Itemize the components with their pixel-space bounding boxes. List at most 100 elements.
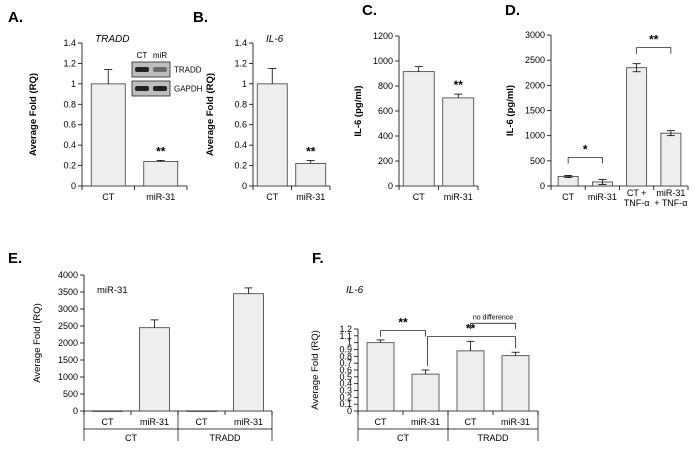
bar [442, 97, 475, 187]
bar [233, 293, 264, 412]
y-tick-label: 0.4 [63, 140, 76, 150]
comparison-bracket [567, 157, 603, 164]
y-tick-label: 1 [71, 79, 76, 89]
panel-label: F. [312, 250, 324, 267]
y-tick-label: 2000 [525, 80, 545, 90]
y-tick-label: 1.4 [234, 38, 247, 48]
y-tick-label: 500 [63, 389, 78, 399]
bar [660, 132, 682, 187]
y-tick-label: 1500 [525, 106, 545, 116]
x-tick-label: CT + TNF-α [624, 188, 650, 208]
bar [139, 327, 170, 412]
gene-label: TRADD [95, 34, 129, 45]
bar [366, 342, 395, 412]
significance-mark: ** [454, 78, 464, 92]
x-tick-label: miR-31 [140, 417, 169, 427]
comparison-label: * [583, 142, 588, 156]
blot-row-label: GAPDH [174, 85, 203, 94]
blot-row-label: TRADD [174, 66, 202, 75]
x-tick-label: miR-31 + TNF-α [654, 188, 687, 208]
y-tick-label: 0 [73, 406, 78, 416]
y-tick-label: 0.3 [339, 386, 352, 396]
bar [626, 67, 648, 187]
y-tick-label: 1.2 [63, 58, 76, 68]
panel-label: D. [505, 2, 520, 19]
y-tick-label: 1200 [373, 31, 393, 41]
bar [456, 350, 485, 412]
panel-label: E. [8, 250, 22, 267]
blot-column-label: miR [153, 51, 167, 60]
x-tick-label: CT [102, 417, 114, 427]
y-tick-label: 0.8 [234, 99, 247, 109]
y-tick-label: 0.5 [339, 372, 352, 382]
x-tick-label: CT [196, 417, 208, 427]
y-tick-label: 0 [347, 406, 352, 416]
panel-label: C. [362, 2, 377, 19]
x-tick-label: CT [562, 192, 574, 202]
y-tick-label: 800 [378, 81, 393, 91]
x-tick-label: CT [375, 417, 387, 427]
panel-a: A. TRADD Average Fold (RQ) 0 0.2 0.4 0.6 0.8 1 1.… [8, 9, 203, 202]
y-tick-label: 1500 [58, 355, 78, 365]
bar [143, 161, 179, 187]
blot-band [153, 67, 167, 72]
y-axis-label: Average Fold (RQ) [310, 330, 321, 410]
x-tick-label: miR-31 [444, 192, 473, 202]
y-axis-label: Average Fold (RQ) [32, 303, 43, 383]
bar [256, 83, 288, 187]
gene-label: IL-6 [266, 34, 284, 45]
y-tick-label: 0.8 [63, 99, 76, 109]
y-tick-label: 1000 [58, 372, 78, 382]
y-tick-label: 0.6 [339, 365, 352, 375]
significance-mark: ** [306, 144, 316, 158]
y-tick-label: 0.9 [339, 345, 352, 355]
y-tick-label: 1000 [373, 56, 393, 66]
y-axis-label: Average Fold (RQ) [28, 73, 39, 156]
x-tick-label: CT [102, 192, 114, 202]
y-tick-label: 500 [530, 156, 545, 166]
y-tick-label: 1000 [525, 131, 545, 141]
y-tick-label: 3500 [58, 287, 78, 297]
y-tick-label: 1 [347, 338, 352, 348]
x-tick-label: CT [413, 192, 425, 202]
panel-b: B. IL-6 Average Fold (RQ) 0 0.2 0.4 0.6 0.8 1 1.2… [193, 9, 331, 202]
blot-panel [131, 61, 171, 78]
y-axis-label: Average Fold (RQ) [205, 73, 216, 156]
bar [92, 410, 123, 412]
x-tick-label: CT [266, 192, 278, 202]
y-tick-label: 0.2 [234, 161, 247, 171]
bar [501, 355, 530, 412]
y-tick-label: 400 [378, 131, 393, 141]
panel-label: A. [8, 9, 23, 26]
y-tick-label: 0.6 [234, 120, 247, 130]
bar [90, 83, 126, 187]
bar [557, 176, 579, 187]
bar [186, 410, 217, 412]
comparison-bracket [636, 47, 672, 54]
blot-band [135, 67, 149, 72]
y-tick-label: 0 [242, 181, 247, 191]
y-tick-label: 0.6 [63, 120, 76, 130]
x-tick-label: CT [465, 417, 477, 427]
x-tick-label: miR-31 [296, 192, 325, 202]
x-tick-label: miR-31 [501, 417, 530, 427]
y-tick-label: 2500 [525, 55, 545, 65]
y-tick-label: 200 [378, 156, 393, 166]
bar [411, 373, 440, 412]
bar [295, 163, 327, 187]
group-label: TRADD [478, 433, 509, 443]
y-tick-label: 1.2 [339, 324, 352, 334]
panel-d: D. IL-6 (pg/ml) 0 500 1000 1500 2000 2500 3000 CT… [505, 2, 689, 208]
y-tick-label: 600 [378, 106, 393, 116]
comparison-bracket [470, 322, 516, 330]
bar [402, 71, 435, 187]
group-label: CT [125, 433, 137, 443]
y-tick-label: 4000 [58, 270, 78, 280]
y-tick-label: 0.4 [339, 379, 352, 389]
significance-mark: ** [156, 144, 166, 158]
comparison-label: ** [649, 33, 659, 47]
y-axis-label: IL-6 (pg/ml) [505, 85, 516, 136]
panel-label: B. [193, 9, 208, 26]
